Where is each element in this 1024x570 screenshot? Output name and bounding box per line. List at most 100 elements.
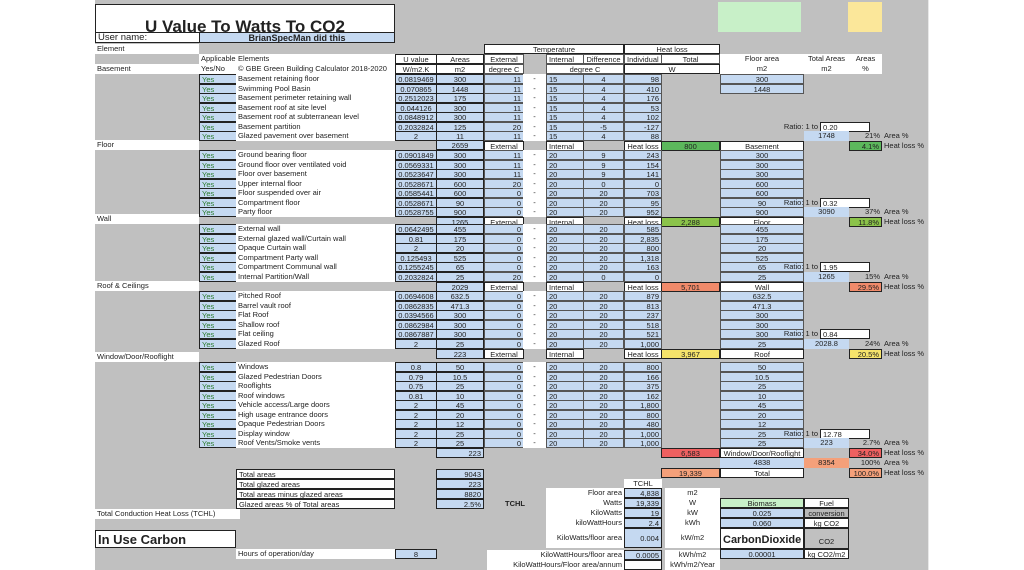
- internal-temp-input[interactable]: 20: [546, 178, 584, 189]
- u-value-input[interactable]: 0.0528671: [395, 178, 437, 189]
- area-input[interactable]: 10: [436, 390, 484, 401]
- area-input[interactable]: 50: [436, 362, 484, 372]
- u-value-input[interactable]: 0.75: [395, 381, 437, 391]
- applicable-toggle[interactable]: Yes: [199, 271, 237, 282]
- external-temp-input[interactable]: 0: [484, 428, 524, 439]
- u-value-input[interactable]: 0.0528671: [395, 197, 437, 208]
- external-temp-input[interactable]: 0: [484, 400, 524, 410]
- external-temp-input[interactable]: 0: [484, 381, 524, 391]
- internal-temp-input[interactable]: 20: [546, 400, 584, 410]
- area-input[interactable]: 455: [436, 224, 484, 234]
- external-temp-input[interactable]: 11: [484, 74, 524, 84]
- u-value-input[interactable]: 0.044126: [395, 102, 437, 113]
- internal-temp-input[interactable]: 20: [546, 428, 584, 439]
- external-temp-input[interactable]: 11: [484, 93, 524, 103]
- external-temp-input[interactable]: 0: [484, 300, 524, 311]
- area-input[interactable]: 632.5: [436, 291, 484, 301]
- area-input[interactable]: 125: [436, 121, 484, 132]
- u-value-input[interactable]: 0.0848912: [395, 112, 437, 122]
- area-input[interactable]: 1448: [436, 83, 484, 94]
- internal-temp-input[interactable]: 20: [546, 207, 584, 217]
- area-input[interactable]: 300: [436, 150, 484, 160]
- applicable-toggle[interactable]: Yes: [199, 371, 237, 382]
- internal-temp-input[interactable]: 15: [546, 102, 584, 113]
- u-value-input[interactable]: 2: [395, 409, 437, 420]
- applicable-toggle[interactable]: Yes: [199, 188, 237, 198]
- external-temp-input[interactable]: 0: [484, 243, 524, 253]
- applicable-toggle[interactable]: Yes: [199, 291, 237, 301]
- u-value-input[interactable]: 0.0394566: [395, 310, 437, 320]
- applicable-toggle[interactable]: Yes: [199, 112, 237, 122]
- internal-temp-input[interactable]: 20: [546, 381, 584, 391]
- tchl-row-value[interactable]: [624, 560, 662, 570]
- applicable-toggle[interactable]: Yes: [199, 262, 237, 272]
- area-input[interactable]: 25: [436, 338, 484, 349]
- internal-temp-input[interactable]: 20: [546, 252, 584, 263]
- internal-temp-input[interactable]: 15: [546, 83, 584, 94]
- internal-temp-input[interactable]: 20: [546, 338, 584, 349]
- external-temp-input[interactable]: 0: [484, 262, 524, 272]
- u-value-input[interactable]: 0.0819469: [395, 74, 437, 84]
- internal-temp-input[interactable]: 15: [546, 93, 584, 103]
- u-value-input[interactable]: 0.0523647: [395, 169, 437, 179]
- applicable-toggle[interactable]: Yes: [199, 400, 237, 410]
- hours-input[interactable]: 8: [395, 549, 437, 559]
- area-input[interactable]: 25: [436, 381, 484, 391]
- external-temp-input[interactable]: 0: [484, 419, 524, 429]
- area-input[interactable]: 25: [436, 428, 484, 439]
- applicable-toggle[interactable]: Yes: [199, 329, 237, 339]
- external-temp-input[interactable]: 0: [484, 233, 524, 244]
- external-temp-input[interactable]: 0: [484, 319, 524, 330]
- u-value-input[interactable]: 2: [395, 338, 437, 349]
- area-input[interactable]: 25: [436, 271, 484, 282]
- internal-temp-input[interactable]: 15: [546, 131, 584, 141]
- external-temp-input[interactable]: 11: [484, 131, 524, 141]
- area-input[interactable]: 300: [436, 102, 484, 113]
- external-temp-input[interactable]: 0: [484, 409, 524, 420]
- applicable-toggle[interactable]: Yes: [199, 197, 237, 208]
- applicable-toggle[interactable]: Yes: [199, 178, 237, 189]
- internal-temp-input[interactable]: 20: [546, 329, 584, 339]
- area-input[interactable]: 300: [436, 169, 484, 179]
- internal-temp-input[interactable]: 15: [546, 112, 584, 122]
- internal-temp-input[interactable]: 20: [546, 224, 584, 234]
- applicable-toggle[interactable]: Yes: [199, 74, 237, 84]
- u-value-input[interactable]: 0.125493: [395, 252, 437, 263]
- area-input[interactable]: 20: [436, 409, 484, 420]
- applicable-toggle[interactable]: Yes: [199, 428, 237, 439]
- internal-temp-input[interactable]: 20: [546, 371, 584, 382]
- external-temp-input[interactable]: 0: [484, 252, 524, 263]
- u-value-input[interactable]: 2: [395, 243, 437, 253]
- applicable-toggle[interactable]: Yes: [199, 338, 237, 349]
- external-temp-input[interactable]: 0: [484, 197, 524, 208]
- area-input[interactable]: 10.5: [436, 371, 484, 382]
- u-value-input[interactable]: 2: [395, 428, 437, 439]
- applicable-toggle[interactable]: Yes: [199, 169, 237, 179]
- fuel-select[interactable]: Biomass: [720, 498, 804, 508]
- u-value-input[interactable]: 0.0901849: [395, 150, 437, 160]
- u-value-input[interactable]: 0.0862984: [395, 319, 437, 330]
- applicable-toggle[interactable]: Yes: [199, 233, 237, 244]
- internal-temp-input[interactable]: 20: [546, 243, 584, 253]
- question-indicator[interactable]: ?: [848, 2, 882, 32]
- u-value-input[interactable]: 0.0694608: [395, 291, 437, 301]
- ratio-field[interactable]: 1.95: [820, 262, 870, 272]
- applicable-toggle[interactable]: Yes: [199, 207, 237, 217]
- u-value-input[interactable]: 0.2512023: [395, 93, 437, 103]
- applicable-toggle[interactable]: Yes: [199, 409, 237, 420]
- internal-temp-input[interactable]: 20: [546, 300, 584, 311]
- applicable-toggle[interactable]: Yes: [199, 93, 237, 103]
- applicable-toggle[interactable]: Yes: [199, 252, 237, 263]
- u-value-input[interactable]: 0.81: [395, 233, 437, 244]
- ratio-field[interactable]: 12.78: [820, 428, 870, 439]
- area-input[interactable]: 900: [436, 207, 484, 217]
- applicable-toggle[interactable]: Yes: [199, 362, 237, 372]
- external-temp-input[interactable]: 0: [484, 438, 524, 448]
- u-value-input[interactable]: 2: [395, 400, 437, 410]
- applicable-toggle[interactable]: Yes: [199, 150, 237, 160]
- applicable-toggle[interactable]: Yes: [199, 300, 237, 311]
- external-temp-input[interactable]: 0: [484, 188, 524, 198]
- external-temp-input[interactable]: 0: [484, 390, 524, 401]
- area-input[interactable]: 175: [436, 93, 484, 103]
- u-value-input[interactable]: 2: [395, 131, 437, 141]
